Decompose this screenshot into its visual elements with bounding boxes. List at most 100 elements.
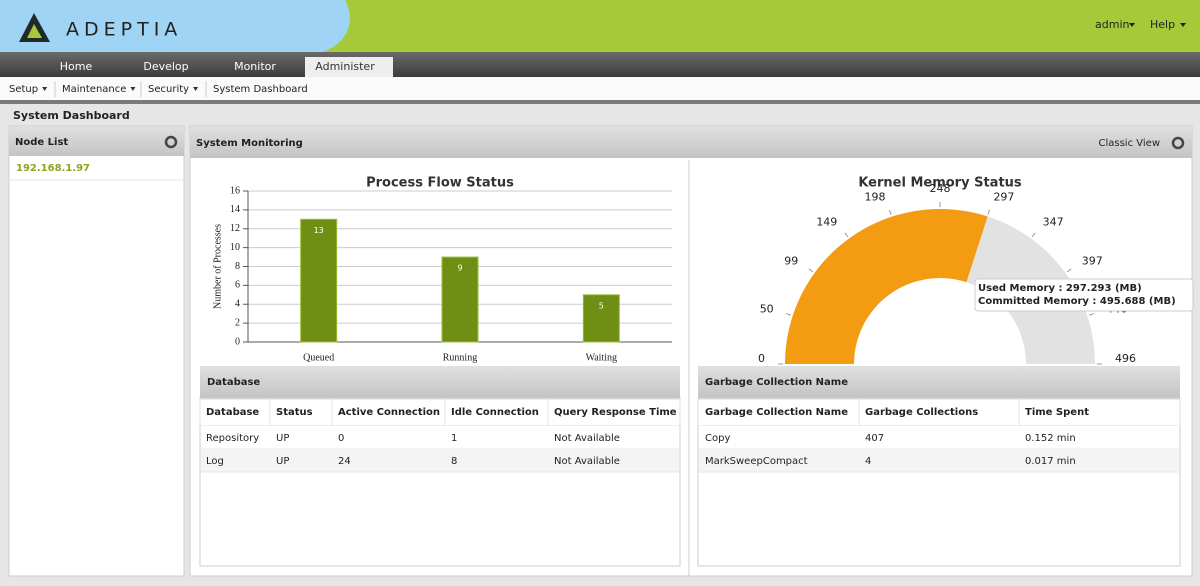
- column-header: Garbage Collection Name: [705, 407, 848, 418]
- classic-view-link[interactable]: Classic View: [1099, 138, 1161, 149]
- tick-mark: [844, 232, 849, 238]
- tick-mark: [1089, 313, 1095, 316]
- table-header-row: [697, 398, 1181, 427]
- gauge-tick-label: 198: [865, 191, 886, 204]
- column-header: Active Connection: [338, 407, 440, 418]
- tick-mark: [1066, 268, 1072, 273]
- active-tab: [305, 57, 393, 77]
- logo-icon-inner: [27, 24, 42, 38]
- table-cell: 4: [865, 456, 871, 467]
- table-cell: UP: [276, 433, 289, 444]
- data-label: 9: [457, 264, 462, 273]
- tab[interactable]: Develop: [143, 60, 188, 73]
- db-header: [200, 366, 680, 398]
- gc-title: Garbage Collection Name: [705, 377, 848, 388]
- x-tick-label: Queued: [303, 352, 334, 363]
- bar: [441, 256, 479, 343]
- data-label: 13: [314, 226, 324, 235]
- table-cell: 24: [338, 456, 351, 467]
- refresh-icon[interactable]: [1171, 136, 1185, 150]
- table-cell: 8: [451, 456, 457, 467]
- monitor-panel-title: System Monitoring: [196, 138, 303, 149]
- table-cell: Not Available: [554, 433, 620, 444]
- tab-bar: [0, 52, 1200, 77]
- monitor-panel-header: [190, 126, 1192, 158]
- column-header: Database: [206, 407, 259, 418]
- header-blob: [0, 0, 350, 52]
- gauge-tick-label: 297: [993, 190, 1014, 203]
- submenu-bar: [0, 77, 1200, 100]
- y-tick-label: 14: [230, 204, 240, 215]
- table-row: [201, 426, 679, 449]
- tooltip-line: Used Memory : 297.293 (MB): [978, 283, 1142, 294]
- chart-title: Process Flow Status: [366, 176, 514, 191]
- y-tick-label: 6: [235, 280, 240, 291]
- node-panel-header: [9, 126, 184, 156]
- x-tick-label: Waiting: [586, 352, 617, 363]
- table-cell: Log: [206, 456, 224, 467]
- gauge-tick-label: 248: [930, 182, 951, 195]
- gauge-tick-label: 397: [1082, 254, 1103, 267]
- y-tick-label: 8: [235, 261, 240, 272]
- table-cell: 407: [865, 433, 884, 444]
- caret: [130, 87, 136, 91]
- table-cell: Not Available: [554, 456, 620, 467]
- logo: ADEPTIA: [66, 19, 182, 41]
- submenu-item[interactable]: Setup: [9, 84, 38, 95]
- table-row: [699, 449, 1179, 472]
- table-cell: UP: [276, 456, 289, 467]
- table-cell: 0.152 min: [1025, 433, 1076, 444]
- table-row: [201, 449, 679, 472]
- gauge-tick-label: 149: [816, 215, 837, 228]
- table-row: [699, 426, 1179, 449]
- gauge-tick-label: 99: [784, 254, 798, 267]
- tick-mark: [1031, 232, 1036, 238]
- y-tick-label: 0: [235, 336, 240, 347]
- table-cell: 0.017 min: [1025, 456, 1076, 467]
- column-header: Query Response Time: [554, 407, 677, 418]
- gauge-tick-label: 496: [1115, 352, 1136, 365]
- table-header-row: [199, 398, 681, 427]
- y-tick-label: 16: [230, 185, 240, 196]
- gauge-tick-label: 50: [760, 303, 774, 316]
- submenu-item[interactable]: Maintenance: [62, 84, 126, 95]
- refresh-icon[interactable]: [164, 135, 178, 149]
- x-tick-label: Running: [443, 352, 477, 363]
- y-tick-label: 4: [235, 299, 240, 310]
- tick-mark: [987, 209, 990, 215]
- tick-mark: [808, 268, 814, 273]
- tab[interactable]: Administer: [315, 60, 375, 73]
- column-header: Status: [276, 407, 313, 418]
- node-panel-title: Node List: [15, 137, 68, 148]
- column-header: Time Spent: [1025, 407, 1089, 418]
- db-title: Database: [207, 377, 260, 388]
- table-cell: 1: [451, 433, 457, 444]
- gc-header: [698, 366, 1180, 398]
- y-tick-label: 2: [235, 317, 240, 328]
- tick-mark: [889, 209, 892, 215]
- submenu-item[interactable]: System Dashboard: [213, 84, 308, 95]
- divider: [0, 100, 1200, 104]
- tab[interactable]: Home: [60, 60, 93, 73]
- column-header: Garbage Collections: [865, 407, 978, 418]
- y-tick-label: 12: [230, 223, 240, 234]
- tooltip: [974, 278, 1194, 312]
- help-menu[interactable]: Help: [1150, 18, 1175, 31]
- caret: [42, 87, 48, 91]
- page-title: System Dashboard: [13, 109, 130, 122]
- node-item[interactable]: 192.168.1.97: [16, 163, 90, 174]
- y-tick-label: 10: [230, 242, 240, 253]
- chart-title: Kernel Memory Status: [858, 176, 1022, 191]
- table-cell: MarkSweepCompact: [705, 456, 808, 467]
- data-label: 5: [599, 301, 604, 310]
- caret: [1129, 23, 1135, 27]
- table-cell: 0: [338, 433, 344, 444]
- submenu-item[interactable]: Security: [148, 84, 189, 95]
- node-panel: [8, 125, 185, 577]
- tab[interactable]: Monitor: [234, 60, 276, 73]
- user-menu[interactable]: admin: [1095, 18, 1129, 31]
- bar: [300, 218, 338, 343]
- gauge-tick-label: 347: [1043, 215, 1064, 228]
- caret: [193, 87, 199, 91]
- gauge-tick-label: 0: [758, 352, 765, 365]
